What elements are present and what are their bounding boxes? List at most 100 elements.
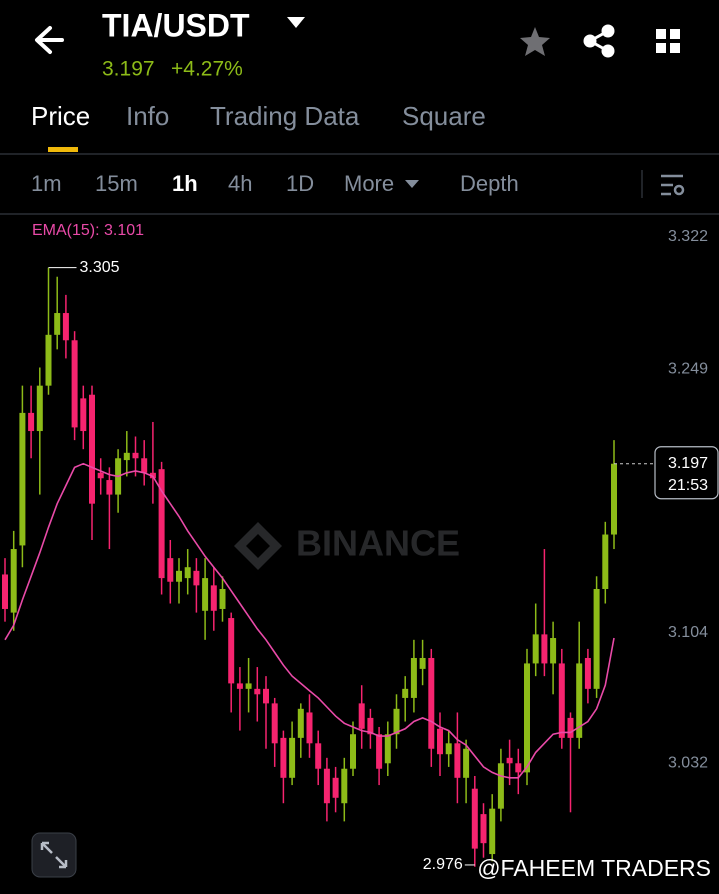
candle-body (289, 737, 296, 778)
candle-body (332, 777, 339, 798)
tab[interactable]: Info (126, 101, 169, 131)
interval[interactable]: More (344, 171, 394, 196)
candle-body (532, 634, 539, 664)
watermark: BINANCE (234, 522, 460, 570)
candle-body (454, 743, 461, 778)
interval[interactable]: 15m (95, 171, 138, 196)
candle-body (463, 748, 470, 778)
interval[interactable]: 4h (228, 171, 252, 196)
candle-body (254, 688, 261, 695)
active-tab-indicator (48, 147, 78, 152)
candle-body (376, 734, 383, 769)
candle-body (445, 743, 452, 755)
candle-body (132, 452, 139, 459)
symbol[interactable]: TIA/USDT (102, 7, 250, 43)
symbol-dropdown[interactable] (287, 17, 305, 28)
change: +4.27% (171, 58, 243, 81)
candle-body (210, 585, 217, 611)
candle-body (593, 588, 600, 689)
candle-body (541, 634, 548, 664)
interval[interactable]: 1m (31, 171, 62, 196)
share-icon[interactable] (583, 24, 615, 58)
candle-body (506, 757, 513, 764)
candle-body (123, 452, 130, 461)
countdown-label: 21:53 (668, 477, 708, 494)
candle-body (45, 334, 52, 386)
back-button[interactable] (35, 26, 64, 54)
low-label: 2.976 (423, 856, 463, 873)
high-label: 3.305 (80, 259, 120, 276)
y-tick-label: 3.249 (668, 361, 708, 378)
price: 3.197 (102, 58, 155, 81)
candle-body (437, 728, 443, 755)
candle-body (384, 734, 391, 764)
candle-body (297, 708, 304, 738)
candle-body (550, 638, 557, 664)
fullscreen-button[interactable] (31, 832, 77, 878)
candle-body (611, 463, 617, 535)
candle-body (428, 657, 435, 749)
interval[interactable]: 1D (286, 171, 314, 196)
candle-body (158, 469, 165, 579)
candle-body (184, 567, 191, 579)
candle-body (263, 688, 269, 704)
candle-body (2, 574, 8, 609)
watermark-text: BINANCE (296, 523, 460, 564)
tab[interactable]: Price (31, 101, 90, 131)
chart-settings-icon[interactable] (661, 174, 685, 196)
candle-body (62, 313, 69, 341)
candle-body (315, 743, 322, 769)
candle-body (193, 570, 200, 586)
credit: @FAHEEM TRADERS (477, 855, 711, 881)
candle-body (515, 763, 522, 773)
candle-body (19, 412, 26, 546)
fullscreen-icon (40, 841, 68, 869)
candle-body (202, 578, 209, 611)
candle-body (558, 663, 565, 738)
last-price-label: 3.197 (668, 455, 708, 472)
candle-body (245, 683, 252, 689)
candle-body (280, 737, 287, 778)
candle-body (236, 683, 243, 689)
ema-label: EMA(15): 3.101 (32, 222, 144, 239)
candle-body (10, 549, 17, 613)
candle-body (89, 394, 95, 504)
candle-body (419, 657, 426, 669)
interval[interactable]: 1h (172, 171, 198, 196)
candle-body (219, 588, 226, 609)
tab[interactable]: Trading Data (210, 101, 360, 131)
candle-body (358, 703, 365, 729)
candle-body (228, 618, 235, 684)
candle-body (471, 788, 478, 849)
candle-body (341, 768, 348, 804)
candle-body (497, 763, 504, 809)
candle-body (350, 734, 356, 769)
candle-body (323, 768, 330, 804)
candle-body (106, 480, 113, 495)
candle-body (271, 703, 278, 744)
candle-body (524, 663, 530, 773)
candle-body (402, 688, 409, 698)
candle-body (71, 340, 78, 428)
candle-body (306, 712, 313, 744)
candle-body (28, 412, 35, 432)
grid-icon[interactable] (656, 29, 680, 53)
candle-body (602, 534, 609, 589)
candle-body (97, 472, 104, 479)
candle-body (80, 398, 87, 432)
candle-body (167, 558, 174, 582)
plot: 3.322 3.249 3.104 3.032 3.305 2.976 3.197 21:53 (2, 228, 719, 873)
more-dropdown[interactable] (405, 180, 419, 188)
candle-body (576, 663, 583, 738)
candle-body (410, 657, 417, 698)
candle-body (149, 472, 156, 479)
interval[interactable]: Depth (460, 171, 519, 196)
last-price-box (654, 446, 719, 500)
candle-body (176, 570, 182, 582)
tab[interactable]: Square (402, 101, 486, 131)
candle-body (393, 708, 400, 735)
favorite-icon[interactable] (520, 27, 550, 56)
